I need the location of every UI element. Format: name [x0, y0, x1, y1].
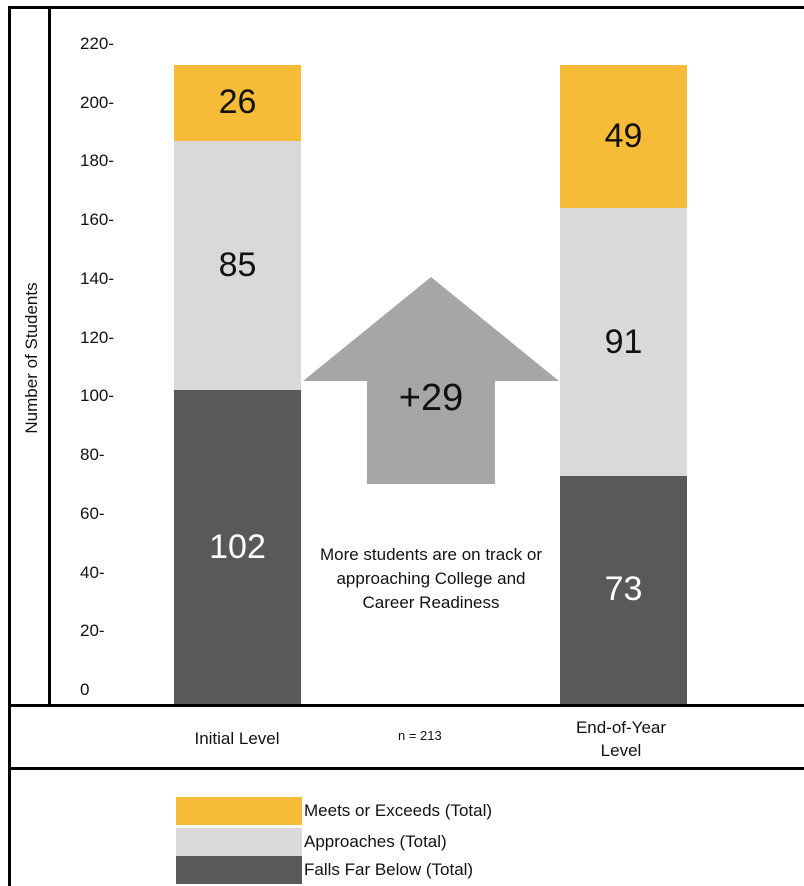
- bar-value-label: 102: [209, 527, 266, 566]
- frame-left-border: [8, 6, 11, 886]
- legend-label-falls-far-below: Falls Far Below (Total): [304, 860, 474, 879]
- y-tick-label: 220-: [80, 34, 115, 53]
- y-tick-label: 200-: [80, 92, 115, 112]
- y-tick-label: 160-: [80, 210, 115, 230]
- bar-value-label: 26: [218, 83, 257, 122]
- y-tick-label: 120-: [80, 327, 115, 347]
- category-row-divider: [8, 704, 804, 707]
- bar-value-label: 49: [604, 116, 643, 155]
- legend-swatch-approaches: [176, 828, 302, 856]
- bar-approaches-end-of-year: 91: [560, 208, 687, 476]
- legend-item-approaches: Approaches (Total): [176, 828, 447, 856]
- y-tick-label: 60-: [80, 503, 105, 523]
- y-tick-label: 40-: [80, 562, 105, 582]
- bar-value-label: 73: [604, 570, 643, 609]
- y-axis-title: Number of Students: [22, 282, 41, 434]
- y-tick-label: 180-: [80, 151, 115, 171]
- y-tick-label: 0: [80, 680, 90, 699]
- legend-swatch-falls-far-below: [176, 856, 302, 884]
- bar-meets-end-of-year: 49: [560, 64, 687, 209]
- bar-value-label: 85: [218, 246, 257, 285]
- x-category-initial-level: Initial Level: [194, 729, 280, 748]
- increase-label: +29: [398, 377, 464, 419]
- sample-size-label: n = 213: [398, 728, 442, 743]
- y-tick-label: 140-: [80, 268, 115, 288]
- legend-label-approaches: Approaches (Total): [304, 832, 447, 851]
- bar-value-label: 91: [604, 322, 643, 361]
- bar-meets-initial: 26: [174, 64, 301, 141]
- legend-item-meets: Meets or Exceeds (Total): [176, 797, 492, 825]
- legend-label-meets: Meets or Exceeds (Total): [304, 801, 493, 820]
- frame-top-border: [8, 6, 804, 9]
- increase-arrow-shape: [303, 277, 559, 484]
- bar-falls-far-below-end-of-year: 73: [560, 475, 687, 704]
- legend-row-divider: [8, 767, 804, 770]
- annotation-text: More students are on track or approachin…: [319, 545, 543, 612]
- x-category-end-of-year-level: End-of-Year Level: [575, 718, 667, 760]
- bar-falls-far-below-initial: 102: [174, 390, 301, 704]
- y-axis-line: [48, 6, 51, 707]
- y-tick-label: 80-: [80, 445, 105, 465]
- y-tick-label: 20-: [80, 621, 105, 641]
- y-tick-label: 100-: [80, 386, 115, 406]
- legend-item-falls-far-below: Falls Far Below (Total): [176, 856, 473, 884]
- bar-approaches-initial: 85: [174, 140, 301, 391]
- legend-swatch-meets: [176, 797, 302, 825]
- increase-arrow: [303, 277, 559, 484]
